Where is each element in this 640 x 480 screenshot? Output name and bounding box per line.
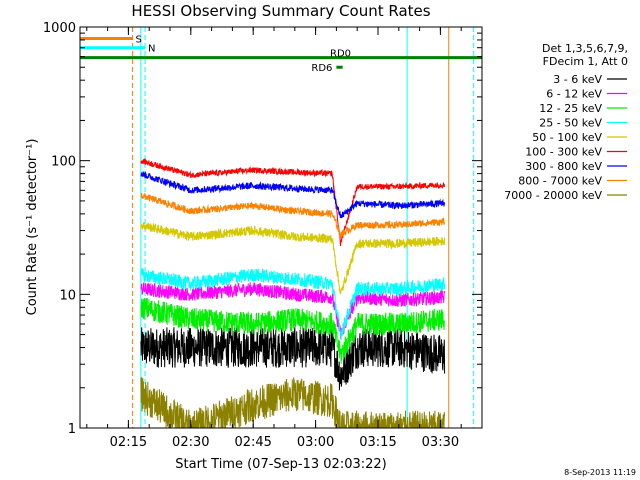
legend-header-line-1: Det 1,3,5,6,7,9, [542, 42, 628, 55]
legend-label-3: 25 - 50 keV [539, 117, 602, 130]
series-line-8 [140, 377, 446, 428]
flag-label-rd0: RD0 [330, 49, 351, 60]
axes: 1 10 100 1000 02:15 02:30 02:45 03:00 03:15 03:30 [43, 21, 483, 450]
plot-frame [79, 26, 483, 429]
x-tick-label-3: 03:00 [297, 435, 334, 450]
plot-inner: SN RD0 RD6 [80, 27, 482, 428]
series-line-1 [140, 282, 446, 339]
series-line-6 [140, 171, 446, 219]
legend: Det 1,3,5,6,7,9, FDecim 1, Att 0 3 - 6 k… [504, 42, 628, 202]
series-line-3 [140, 268, 446, 340]
legend-header-line-2: FDecim 1, Att 0 [543, 55, 628, 68]
legend-label-1: 6 - 12 keV [546, 88, 602, 101]
x-axis-label: Start Time (07-Sep-13 02:03:22) [175, 457, 386, 472]
flag-label-n: N [148, 44, 155, 55]
plot-content: SN RD0 RD6 [80, 27, 482, 428]
series-line-0 [140, 326, 446, 391]
chart-title: HESSI Observing Summary Count Rates [131, 2, 430, 20]
series-line-2 [140, 298, 445, 364]
series-line-7 [140, 193, 446, 238]
legend-label-5: 100 - 300 keV [525, 146, 602, 159]
series-line-5 [140, 158, 446, 247]
legend-label-8: 7000 - 20000 keV [504, 189, 602, 202]
y-tick-label-1: 10 [59, 288, 76, 303]
x-tick-label-4: 03:15 [359, 435, 396, 450]
footer-timestamp: 8-Sep-2013 11:19 [564, 468, 636, 477]
x-tick-label-0: 02:15 [110, 435, 147, 450]
y-axis-label: Count Rate (s⁻¹ detector⁻¹) [25, 139, 40, 316]
flag-label-s: S [136, 35, 142, 46]
legend-label-7: 800 - 7000 keV [518, 175, 602, 188]
flag-label-rd6: RD6 [311, 63, 332, 74]
y-tick-label-0: 1 [68, 422, 76, 437]
x-tick-label-1: 02:30 [172, 435, 209, 450]
x-tick-label-2: 02:45 [234, 435, 271, 450]
series-line-4 [140, 222, 446, 295]
legend-label-4: 50 - 100 keV [532, 131, 602, 144]
y-tick-label-3: 1000 [43, 21, 76, 36]
legend-label-0: 3 - 6 keV [553, 73, 602, 86]
legend-label-2: 12 - 25 keV [539, 102, 602, 115]
legend-label-6: 300 - 800 keV [525, 160, 602, 173]
y-tick-label-2: 100 [51, 155, 76, 170]
x-tick-label-5: 03:30 [422, 435, 459, 450]
